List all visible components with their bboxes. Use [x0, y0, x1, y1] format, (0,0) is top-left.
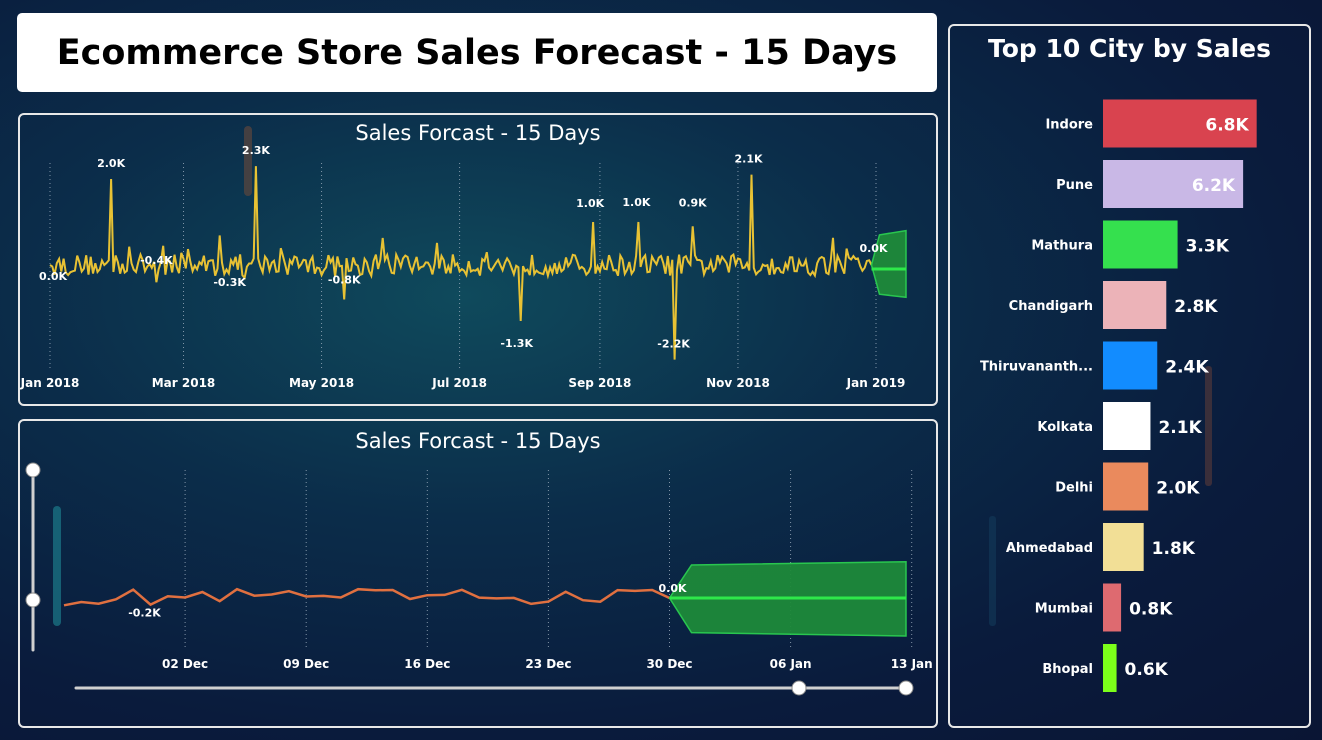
city-label: Chandigarh	[1009, 299, 1093, 314]
bar[interactable]	[1103, 281, 1167, 329]
title-card: Ecommerce Store Sales Forecast - 15 Days	[17, 13, 937, 92]
data-label: -0.4K	[140, 254, 173, 267]
data-label: 1.0K	[622, 196, 650, 209]
x-tick-label: 06 Jan	[770, 657, 812, 671]
city-sales-panel[interactable]: Top 10 City by Sales	[948, 24, 1311, 728]
vertical-slider-handle-top[interactable]	[25, 462, 41, 478]
bottom-chart-title: Sales Forcast - 15 Days	[355, 429, 601, 453]
x-tick-label: Mar 2018	[152, 376, 216, 390]
bottom-forecast-panel[interactable]: Sales Forcast - 15 Days	[18, 419, 938, 728]
sales-line	[63, 587, 671, 607]
x-tick-label: May 2018	[289, 376, 354, 390]
city-label: Thiruvananth...	[980, 360, 1093, 375]
bar-value-label: 2.0K	[1156, 479, 1200, 499]
bar-value-label: 6.2K	[1192, 176, 1236, 196]
city-label: Ahmedabad	[1006, 541, 1093, 556]
bar-value-label: 0.8K	[1129, 600, 1173, 620]
page-title: Ecommerce Store Sales Forecast - 15 Days	[56, 32, 898, 73]
bar-value-label: 6.8K	[1205, 116, 1249, 136]
x-tick-label: 13 Jan	[891, 657, 933, 671]
bar[interactable]	[1103, 341, 1158, 390]
city-label: Bhopal	[1042, 662, 1093, 677]
data-label: 2.1K	[735, 153, 763, 166]
bar[interactable]	[1103, 402, 1151, 450]
data-label: -2.2K	[657, 338, 690, 351]
x-tick-label: Nov 2018	[706, 376, 770, 390]
decor-bar	[1205, 366, 1212, 486]
bar-value-label: 1.8K	[1152, 539, 1196, 559]
data-label: 0.0K	[859, 242, 887, 255]
bar-value-label: 2.8K	[1174, 297, 1218, 317]
sales-line	[49, 166, 873, 360]
bar[interactable]	[1103, 462, 1149, 511]
city-label: Kolkata	[1037, 420, 1093, 435]
decor-bar	[53, 506, 61, 626]
x-tick-label: Jul 2018	[431, 376, 487, 390]
city-label: Pune	[1056, 178, 1093, 193]
horizontal-slider-handle-right[interactable]	[898, 680, 914, 696]
x-tick-label: 16 Dec	[404, 657, 450, 671]
horizontal-slider-handle-left[interactable]	[791, 680, 807, 696]
data-label: 0.0K	[39, 270, 67, 283]
x-tick-label: Jan 2018	[20, 376, 80, 390]
x-tick-label: 30 Dec	[646, 657, 692, 671]
x-tick-label: 09 Dec	[283, 657, 329, 671]
bar[interactable]	[1103, 220, 1178, 269]
x-tick-label: 23 Dec	[525, 657, 571, 671]
bar-value-label: 2.1K	[1158, 418, 1202, 438]
data-label: -1.3K	[500, 337, 533, 350]
vertical-slider-handle-bottom[interactable]	[25, 592, 41, 608]
decor-bar	[244, 126, 252, 196]
data-label: 2.0K	[97, 157, 125, 170]
data-label: 0.0K	[658, 582, 686, 595]
city-label: Delhi	[1055, 481, 1093, 496]
data-label: -0.8K	[328, 273, 361, 286]
x-tick-label: Sep 2018	[568, 376, 631, 390]
data-label: 2.3K	[242, 144, 270, 157]
x-tick-label: 02 Dec	[162, 657, 208, 671]
bar[interactable]	[1103, 523, 1144, 571]
city-label: Indore	[1045, 118, 1093, 133]
city-chart-title: Top 10 City by Sales	[987, 34, 1272, 63]
city-label: Mathura	[1031, 239, 1093, 254]
bar[interactable]	[1103, 583, 1122, 632]
bar-value-label: 3.3K	[1186, 237, 1230, 257]
bar-value-label: 2.4K	[1165, 358, 1209, 378]
data-label: 1.0K	[576, 197, 604, 210]
city-label: Mumbai	[1035, 602, 1093, 617]
data-label: -0.3K	[213, 276, 246, 289]
forecast-band	[870, 229, 907, 299]
decor-bar	[989, 516, 996, 626]
top-chart-title: Sales Forcast - 15 Days	[355, 121, 601, 145]
bar[interactable]	[1103, 644, 1117, 692]
bar-value-label: 0.6K	[1125, 660, 1169, 680]
bar[interactable]	[1103, 160, 1244, 208]
x-tick-label: Jan 2019	[846, 376, 906, 390]
top-forecast-panel[interactable]: Sales Forcast - 15 Days	[18, 113, 938, 406]
bar[interactable]	[1103, 99, 1257, 148]
data-label: 0.9K	[679, 196, 707, 209]
data-label: -0.2K	[128, 607, 161, 620]
